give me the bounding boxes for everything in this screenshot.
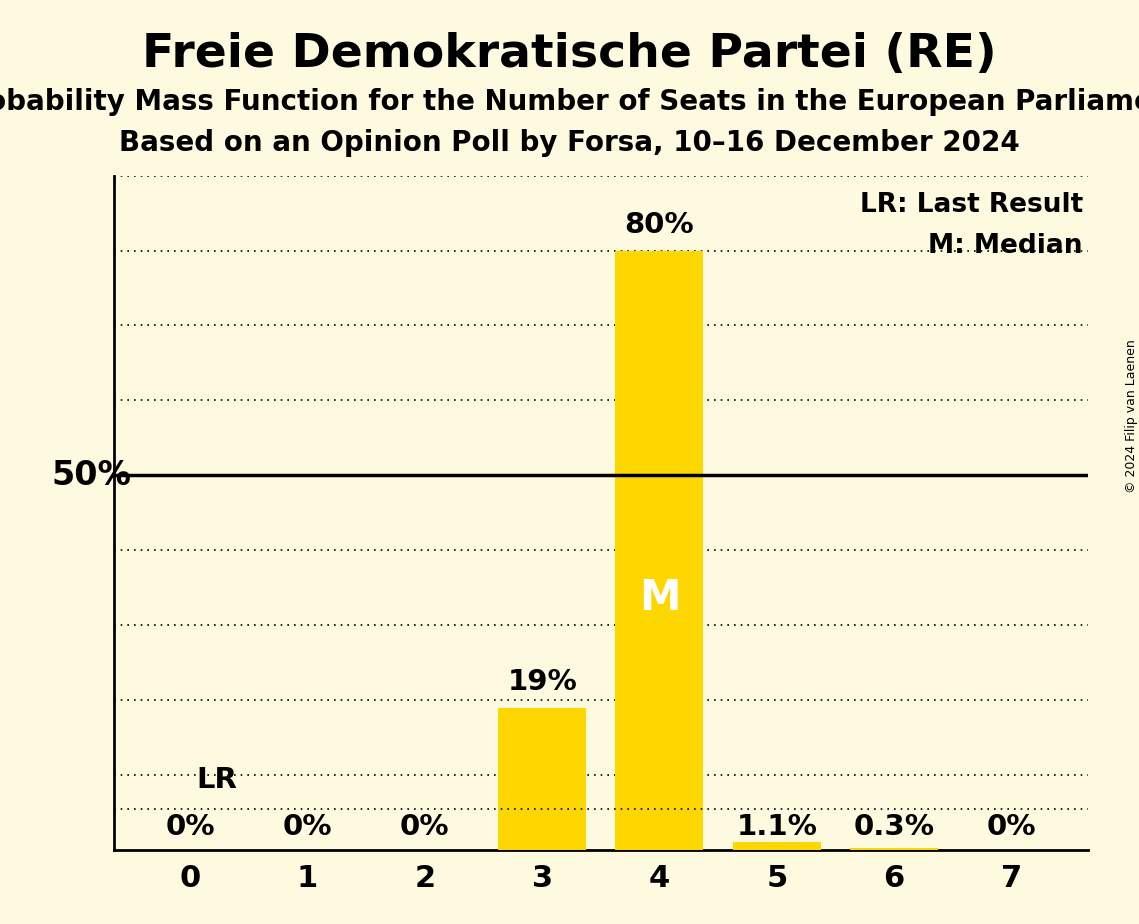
Text: 19%: 19% [507, 668, 577, 697]
Text: M: M [639, 578, 680, 619]
Text: 0.3%: 0.3% [853, 813, 935, 841]
Bar [732, 842, 821, 850]
Text: M: Median: M: Median [928, 233, 1083, 259]
Text: 0%: 0% [400, 813, 450, 841]
Text: Freie Demokratische Partei (RE): Freie Demokratische Partei (RE) [142, 32, 997, 78]
Text: 0%: 0% [165, 813, 215, 841]
Text: 0%: 0% [986, 813, 1036, 841]
Bar [850, 848, 939, 850]
Text: Probability Mass Function for the Number of Seats in the European Parliament: Probability Mass Function for the Number… [0, 88, 1139, 116]
Bar [615, 250, 704, 850]
Text: Based on an Opinion Poll by Forsa, 10–16 December 2024: Based on an Opinion Poll by Forsa, 10–16… [120, 129, 1019, 157]
Text: © 2024 Filip van Laenen: © 2024 Filip van Laenen [1124, 339, 1138, 492]
Text: LR: LR [196, 766, 237, 794]
Text: 0%: 0% [282, 813, 333, 841]
Text: 1.1%: 1.1% [737, 813, 818, 841]
Text: 50%: 50% [51, 459, 131, 492]
Bar [498, 708, 587, 850]
Text: 80%: 80% [624, 212, 695, 239]
Text: LR: Last Result: LR: Last Result [860, 192, 1083, 218]
